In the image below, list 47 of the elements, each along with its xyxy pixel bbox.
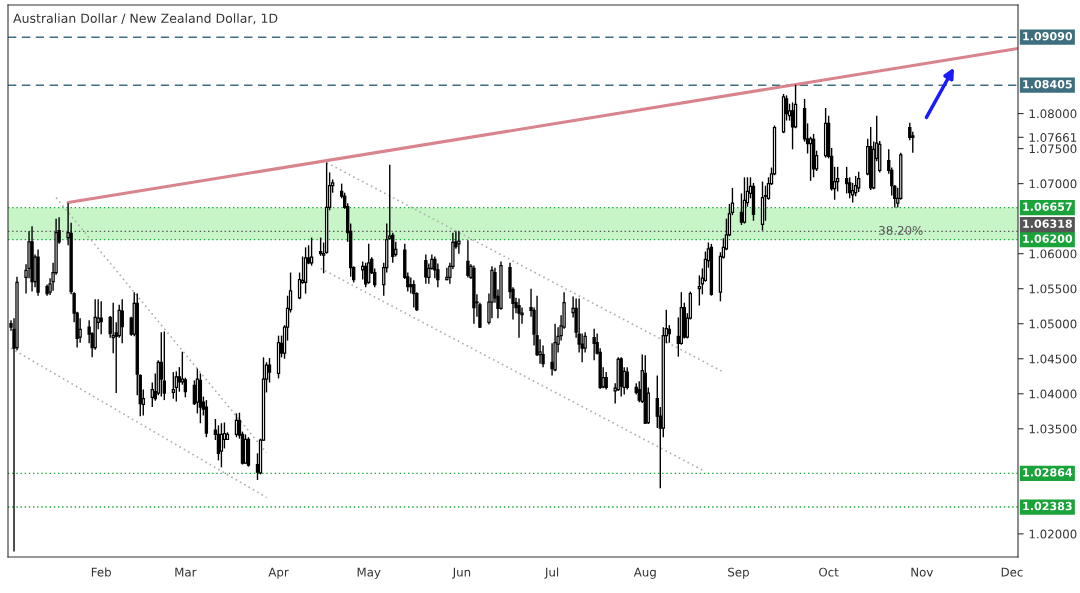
candlestick [424,253,428,285]
x-tick-label: Sep [728,567,749,579]
candlestick [592,327,596,361]
candlestick [857,171,861,193]
y-tick-label: 1.07500 [1029,144,1077,154]
ref-line-label: 1.09090 [1023,32,1073,41]
x-tick-label: May [357,567,381,579]
y-tick-label: 1.05000 [1029,319,1077,329]
y-tick-label: 1.05500 [1029,284,1077,294]
candlestick [742,176,747,225]
ref-line-label: 1.06657 [1023,202,1072,211]
candlestick [243,433,248,465]
candlestick [911,131,915,154]
candlestick [445,266,449,281]
candlestick [267,357,272,384]
ref-line-label: 1.02864 [1023,468,1073,477]
y-tick-label: 1.04000 [1029,389,1077,399]
y-tick-label: 1.06000 [1029,249,1077,259]
y-tick-label: 1.04500 [1029,354,1077,364]
x-tick-label: Oct [819,567,839,577]
x-tick-label: Feb [91,567,111,577]
candlestick [808,136,813,182]
ref-line-label: 1.06318 [1023,219,1072,228]
candlestick [219,422,224,469]
y-tick-label: 1.02000 [1029,529,1077,539]
candlestick [457,230,461,255]
x-tick-label: Jun [452,567,471,579]
x-tick-label: Jul [544,567,559,579]
candlestick [739,192,744,226]
candlestick [844,166,849,195]
y-tick-label: 1.08000 [1029,109,1077,119]
x-tick-label: Dec [1001,567,1023,577]
y-tick-label: 1.03500 [1029,424,1077,434]
x-tick-label: Nov [911,567,933,577]
candlestick [234,412,239,438]
x-tick-label: Apr [268,567,289,579]
x-tick-label: Aug [633,567,656,579]
ref-line-label: 1.02383 [1023,501,1072,511]
text: Australian Dollar / New Zealand Dollar, 1D [13,13,278,25]
y-tick-label: 1.07661 [1029,133,1077,142]
candlestick [412,279,416,309]
y-tick-label: 1.07000 [1029,179,1077,189]
x-tick-label: Mar [175,567,197,577]
ref-line-label: 1.06200 [1023,234,1073,243]
ref-line-label: 1.08405 [1023,80,1072,89]
candlestick [625,366,629,391]
annotation: 38.20% [879,225,923,235]
